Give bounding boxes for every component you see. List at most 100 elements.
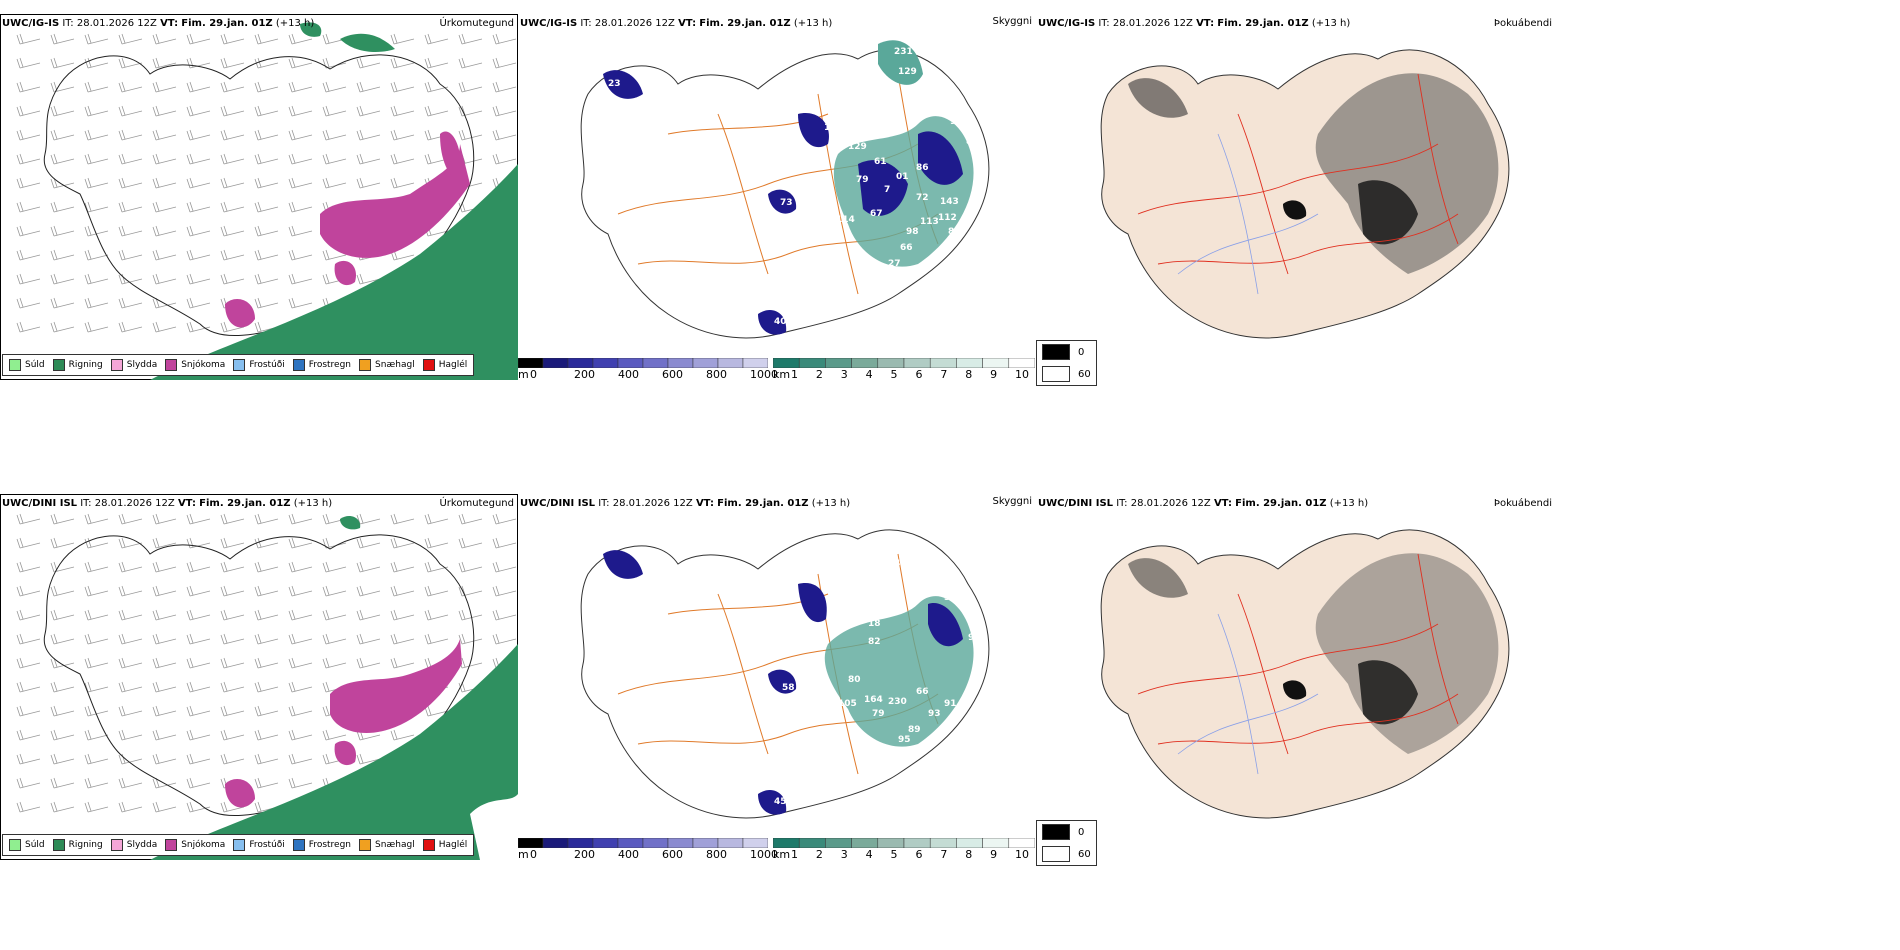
wind-barb — [50, 585, 75, 597]
wind-barb — [390, 657, 415, 669]
wind-barb — [84, 129, 109, 141]
wind-barb — [220, 585, 245, 597]
wind-barb — [288, 609, 313, 621]
wind-barb — [186, 129, 211, 141]
wind-barb — [356, 585, 381, 597]
legend-item: Frostregn — [292, 839, 351, 851]
wind-barb — [322, 129, 347, 141]
panel-title: Úrkomutegund — [439, 18, 514, 29]
colorbar-tick: 7 — [940, 848, 948, 861]
wind-barb — [50, 681, 75, 693]
colorbar-tick: 1 — [791, 368, 798, 381]
wind-barb — [84, 249, 109, 261]
wind-barb — [186, 801, 211, 813]
wind-barb — [84, 57, 109, 69]
map-value-label: 67 — [638, 549, 651, 559]
wind-barb — [50, 33, 75, 45]
wind-barb — [356, 753, 381, 765]
fog-legend-row: 60 — [1037, 843, 1096, 865]
wind-barb — [220, 753, 245, 765]
map-value-label: 58 — [782, 683, 795, 693]
wind-barb — [254, 777, 279, 789]
wind-barb — [356, 609, 381, 621]
legend-swatch — [359, 839, 372, 851]
wind-barb — [254, 561, 279, 573]
wind-barb — [288, 57, 313, 69]
wind-barb — [322, 177, 347, 189]
colorbar-tick: 9 — [990, 848, 998, 861]
legend-swatch — [110, 839, 123, 851]
map-value-label: 143 — [940, 197, 959, 207]
wind-barb — [50, 129, 75, 141]
map-value-label: 61 — [874, 157, 887, 167]
colorbar-segment — [742, 837, 769, 849]
km-ticks: 1 2 3 4 5 6 7 8 9 10 — [773, 848, 1035, 862]
fog-legend-row: 0 — [1037, 341, 1096, 363]
wind-barb — [186, 585, 211, 597]
panel-title: Þokuábendi — [1493, 18, 1552, 29]
legend-label: Slydda — [126, 840, 158, 850]
wind-barb — [288, 81, 313, 93]
fog-legend: 0 60 — [1036, 820, 1097, 866]
map-value-label: 45 — [774, 797, 787, 807]
colorbar-segment — [877, 357, 905, 369]
wind-barb — [118, 225, 143, 237]
fog-legend-row: 0 — [1037, 821, 1096, 843]
map-value-label: 112 — [938, 213, 957, 223]
wind-barb — [16, 273, 41, 285]
wind-barb — [220, 225, 245, 237]
wind-barb — [152, 249, 177, 261]
legend-swatch — [165, 359, 178, 371]
wind-barb — [118, 633, 143, 645]
legend-label: Snæhagl — [375, 840, 415, 850]
wind-barb — [220, 33, 245, 45]
wind-barb — [152, 105, 177, 117]
colorbar-segment — [798, 357, 826, 369]
colorbar-tick: 1000 — [750, 368, 778, 381]
panel-header: UWC/DINI ISL IT: 28.01.2026 12Z VT: Fim.… — [2, 498, 333, 509]
panel-title: Skyggni — [992, 496, 1032, 507]
legend-label: Frostúði — [249, 840, 285, 850]
wind-barb — [254, 585, 279, 597]
wind-barb — [288, 729, 313, 741]
map-value-label: 105 — [838, 699, 857, 709]
colorbar-segment — [617, 837, 644, 849]
map-value-label: 10 — [824, 123, 837, 133]
wind-barb — [50, 297, 75, 309]
wind-barb — [186, 513, 211, 525]
colorbar-segment — [592, 837, 619, 849]
legend-swatch — [233, 839, 246, 851]
wind-barb — [288, 681, 313, 693]
legend-item: Rigning — [52, 839, 103, 851]
colorbar-segment — [692, 357, 719, 369]
wind-barb — [220, 537, 245, 549]
wind-barb — [424, 57, 449, 69]
wind-barb — [458, 33, 483, 45]
colorbar-segment — [903, 357, 931, 369]
wind-barb — [424, 33, 449, 45]
legend-swatch — [52, 839, 65, 851]
wind-barb — [50, 753, 75, 765]
wind-barb — [424, 633, 449, 645]
legend-item: Frostúði — [233, 839, 285, 851]
panel-header: UWC/IG-IS IT: 28.01.2026 12Z VT: Fim. 29… — [2, 18, 315, 29]
wind-barb — [288, 153, 313, 165]
colorbar-segment — [825, 357, 852, 369]
wind-barb — [220, 81, 245, 93]
fog-panel-top: UWC/IG-IS IT: 28.01.2026 12Z VT: Fim. 29… — [1036, 14, 1558, 386]
colorbar-segment — [851, 837, 879, 849]
precip-map-top — [0, 14, 518, 380]
height-colorbar: m 0 200 400 600 800 1000 — [517, 357, 778, 384]
wind-barb — [220, 249, 245, 261]
wind-barb — [118, 129, 143, 141]
wind-barb — [118, 609, 143, 621]
wind-barb — [220, 57, 245, 69]
map-value-label: 95 — [898, 735, 911, 745]
map-value-label: 88 — [874, 749, 887, 759]
wind-barb — [186, 153, 211, 165]
wind-barb — [16, 321, 41, 333]
wind-barb — [254, 249, 279, 261]
map-value-label: 98 — [906, 227, 919, 237]
wind-barb — [50, 609, 75, 621]
wind-barb — [492, 33, 517, 45]
